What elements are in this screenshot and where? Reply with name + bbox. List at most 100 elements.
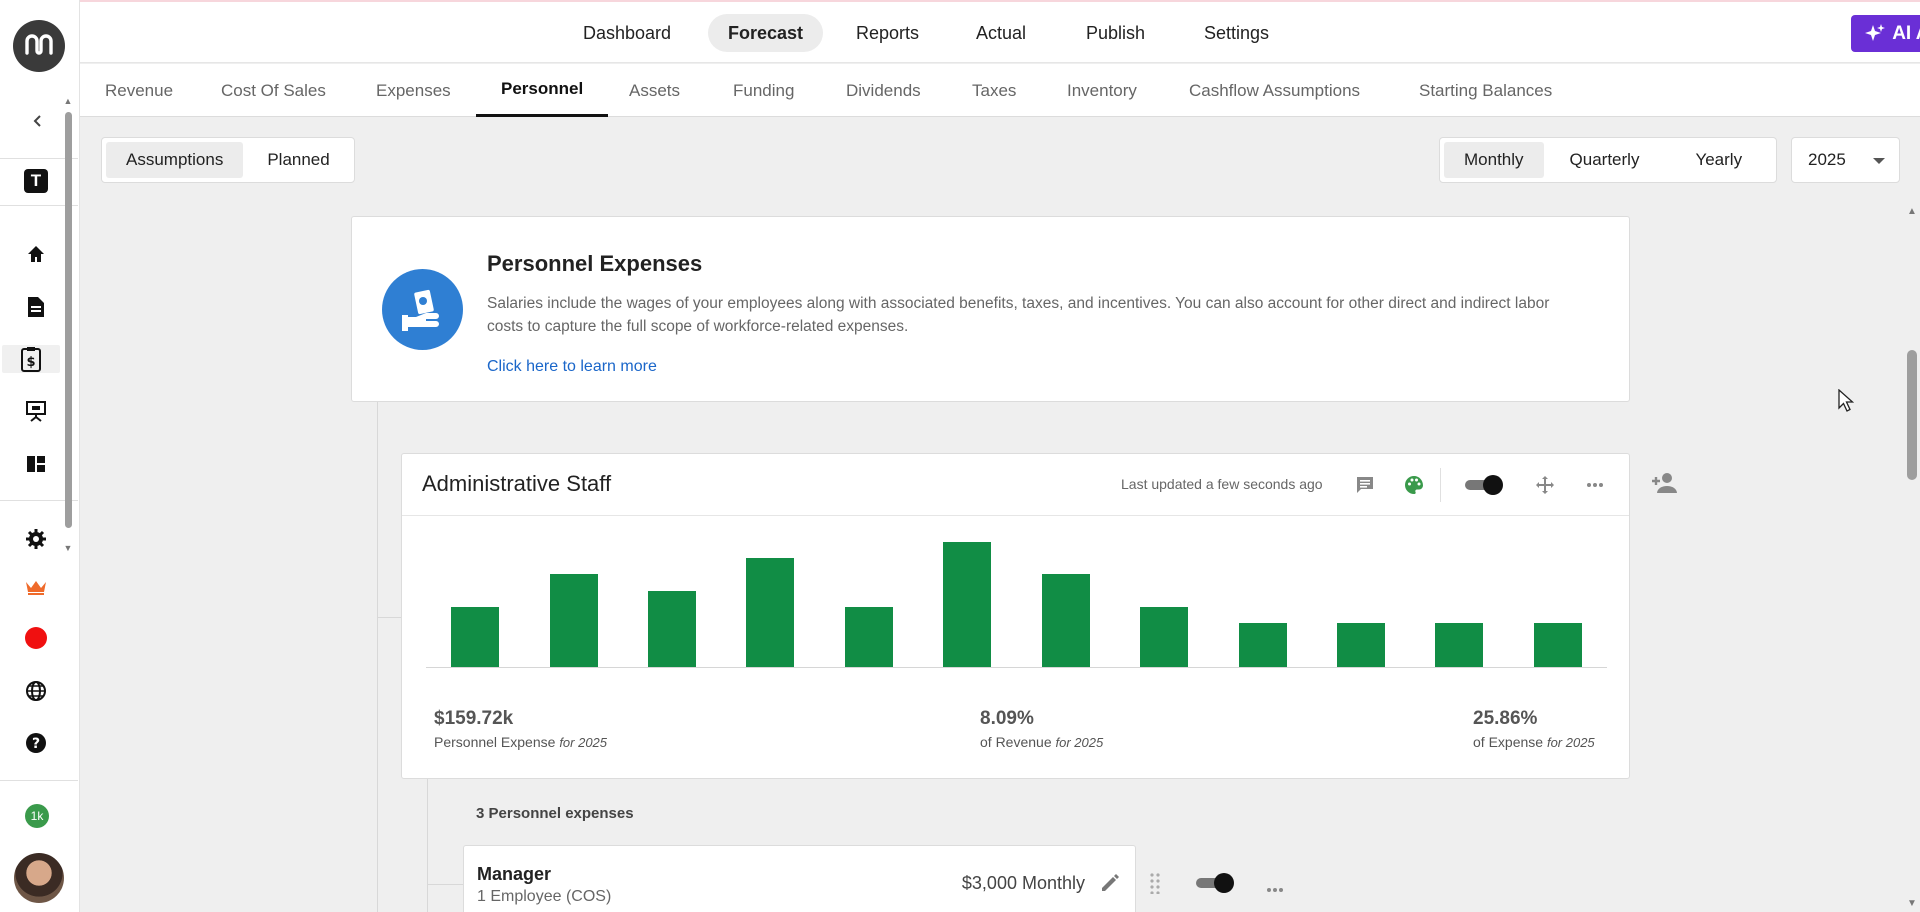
row-amount: $3,000 Monthly bbox=[961, 873, 1085, 893]
stat-suffix: for 2025 bbox=[1546, 735, 1595, 750]
tab-cashflow-assumptions[interactable]: Cashflow Assumptions bbox=[1189, 80, 1361, 100]
tab-funding[interactable]: Funding bbox=[733, 80, 795, 100]
user-avatar[interactable] bbox=[14, 853, 64, 903]
chart-bar[interactable] bbox=[746, 558, 795, 667]
tab-taxes[interactable]: Taxes bbox=[972, 80, 1017, 100]
scroll-up-icon[interactable]: ▲ bbox=[1907, 206, 1917, 217]
year-select[interactable]: 2025 bbox=[1791, 137, 1900, 183]
staff-active-toggle[interactable] bbox=[1465, 474, 1505, 496]
globe-icon[interactable] bbox=[22, 677, 50, 705]
rail-divider bbox=[0, 158, 78, 159]
stat-value: 8.09% bbox=[980, 708, 1034, 729]
chart-bar[interactable] bbox=[549, 574, 598, 667]
workspace-switcher[interactable]: T bbox=[24, 169, 48, 193]
chart-bar[interactable] bbox=[844, 606, 893, 667]
quarterly-option[interactable]: Quarterly bbox=[1569, 150, 1640, 169]
rail-scrollbar[interactable] bbox=[65, 112, 72, 528]
tab-starting-balances[interactable]: Starting Balances bbox=[1419, 80, 1553, 100]
chart-bar[interactable] bbox=[1140, 606, 1189, 667]
stat-of-expense: 25.86% of Expense for 2025 bbox=[1473, 708, 1595, 750]
chart-bar[interactable] bbox=[451, 606, 500, 667]
tab-inventory[interactable]: Inventory bbox=[1067, 80, 1137, 100]
chart-bar[interactable] bbox=[1041, 574, 1090, 667]
rail-scroll-down-icon[interactable]: ▼ bbox=[63, 543, 73, 553]
app-logo[interactable] bbox=[13, 20, 65, 72]
page-scrollbar[interactable] bbox=[1907, 350, 1917, 480]
collapse-sidebar-button[interactable] bbox=[27, 110, 49, 132]
svg-text:?: ? bbox=[32, 736, 40, 752]
dashboard-layout-icon[interactable] bbox=[22, 450, 50, 478]
edit-icon[interactable] bbox=[1099, 872, 1123, 896]
stat-label: of Expense bbox=[1473, 734, 1544, 750]
home-icon[interactable] bbox=[22, 240, 50, 268]
help-icon[interactable]: ? bbox=[22, 729, 50, 757]
row-name: Manager bbox=[477, 864, 552, 884]
nav-forecast[interactable]: Forecast bbox=[708, 14, 824, 52]
ai-assist-label: AI Assist bbox=[1892, 22, 1920, 44]
chevron-left-icon bbox=[33, 115, 41, 127]
chart-bar[interactable] bbox=[1238, 623, 1287, 667]
chart-baseline bbox=[426, 667, 1607, 668]
toggle-knob bbox=[1483, 475, 1503, 495]
tab-revenue[interactable]: Revenue bbox=[105, 80, 174, 100]
chart-bar[interactable] bbox=[1336, 623, 1385, 667]
drag-handle-icon[interactable] bbox=[1150, 872, 1170, 896]
yearly-option[interactable]: Yearly bbox=[1695, 150, 1743, 169]
chart-bar[interactable] bbox=[1435, 623, 1484, 667]
credits-badge[interactable]: 1k bbox=[25, 804, 49, 828]
rail-divider bbox=[0, 780, 78, 781]
scroll-down-icon[interactable]: ▼ bbox=[1907, 898, 1917, 909]
sparkle-icon bbox=[1865, 23, 1886, 41]
row-active-toggle[interactable] bbox=[1196, 872, 1236, 894]
chart-bar[interactable] bbox=[943, 541, 992, 667]
presentation-icon[interactable] bbox=[22, 397, 50, 425]
chart-bar[interactable] bbox=[1533, 623, 1582, 667]
crown-icon[interactable] bbox=[22, 573, 50, 601]
caret-down-icon bbox=[1873, 158, 1885, 164]
info-title: Personnel Expenses bbox=[487, 251, 703, 276]
stat-of-revenue: 8.09% of Revenue for 2025 bbox=[980, 708, 1103, 750]
top-accent-line bbox=[0, 0, 1920, 2]
row-more-icon[interactable] bbox=[1266, 880, 1286, 892]
tab-assets[interactable]: Assets bbox=[629, 80, 681, 100]
tab-cost-of-sales[interactable]: Cost Of Sales bbox=[221, 80, 326, 100]
top-nav: Dashboard Forecast Reports Actual Publis… bbox=[80, 2, 1920, 63]
rail-scroll-up-icon[interactable]: ▲ bbox=[63, 96, 73, 106]
chart-bar[interactable] bbox=[648, 590, 697, 667]
document-icon[interactable] bbox=[22, 293, 50, 321]
tab-expenses[interactable]: Expenses bbox=[376, 80, 451, 100]
palette-icon[interactable] bbox=[1402, 473, 1426, 497]
rail-divider bbox=[0, 205, 78, 206]
last-updated: Last updated a few seconds ago bbox=[1121, 476, 1323, 492]
record-icon[interactable] bbox=[22, 624, 50, 652]
monthly-option[interactable]: Monthly bbox=[1444, 142, 1544, 178]
tree-line bbox=[427, 779, 428, 912]
nav-settings[interactable]: Settings bbox=[1204, 22, 1270, 43]
forecast-clipboard-icon[interactable]: $ bbox=[2, 345, 60, 373]
personnel-row[interactable]: Manager 1 Employee (COS) $3,000 Monthly bbox=[463, 845, 1136, 912]
add-person-icon[interactable] bbox=[1652, 472, 1680, 496]
comment-icon[interactable] bbox=[1353, 473, 1377, 497]
ai-assist-button[interactable]: AI Assist bbox=[1851, 15, 1920, 52]
stat-label: Personnel Expense bbox=[434, 734, 556, 750]
move-icon[interactable] bbox=[1533, 473, 1557, 497]
gear-icon[interactable] bbox=[22, 525, 50, 553]
logo-icon bbox=[25, 34, 53, 55]
nav-publish[interactable]: Publish bbox=[1086, 22, 1146, 43]
info-description: Salaries include the wages of your emplo… bbox=[487, 295, 1550, 335]
stat-personnel-expense: $159.72k Personnel Expense for 2025 bbox=[434, 708, 607, 750]
nav-dashboard[interactable]: Dashboard bbox=[583, 22, 672, 43]
assumptions-option[interactable]: Assumptions bbox=[106, 142, 244, 178]
stat-value: 25.86% bbox=[1473, 708, 1538, 729]
tree-line bbox=[427, 884, 463, 885]
nav-reports[interactable]: Reports bbox=[856, 22, 920, 43]
stat-value: $159.72k bbox=[434, 708, 514, 729]
nav-actual[interactable]: Actual bbox=[976, 22, 1027, 43]
staff-card-header: Administrative Staff Last updated a few … bbox=[402, 454, 1629, 516]
planned-option[interactable]: Planned bbox=[267, 150, 330, 169]
tab-personnel[interactable]: Personnel bbox=[476, 64, 609, 117]
tab-dividends[interactable]: Dividends bbox=[846, 80, 921, 100]
more-icon[interactable] bbox=[1583, 473, 1607, 497]
header-divider bbox=[1440, 468, 1441, 502]
learn-more-link[interactable]: Click here to learn more bbox=[487, 358, 657, 375]
